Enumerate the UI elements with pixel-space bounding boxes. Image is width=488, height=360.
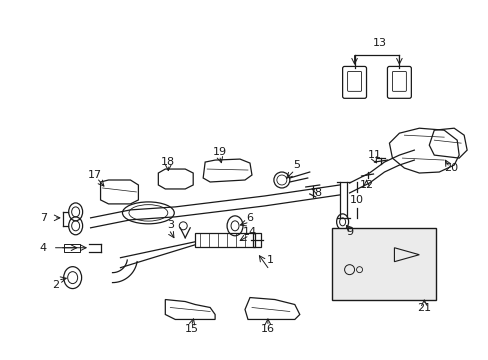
- Text: 20: 20: [443, 163, 457, 173]
- Text: 6: 6: [246, 213, 253, 223]
- Text: 2: 2: [52, 280, 59, 289]
- Bar: [195, 233, 254, 247]
- Text: 8: 8: [313, 188, 321, 198]
- Text: 4: 4: [39, 243, 46, 253]
- Text: 7: 7: [40, 213, 47, 223]
- Text: 11: 11: [367, 150, 381, 160]
- Text: 12: 12: [359, 180, 373, 190]
- Text: 3: 3: [166, 220, 173, 230]
- Text: 13: 13: [372, 37, 386, 48]
- Bar: [331, 228, 435, 300]
- Text: 5: 5: [293, 160, 300, 170]
- Text: 1: 1: [266, 255, 273, 265]
- Text: 14: 14: [243, 227, 257, 237]
- Text: 17: 17: [87, 170, 102, 180]
- Text: 10: 10: [349, 195, 363, 205]
- Text: 18: 18: [161, 157, 175, 167]
- Text: 9: 9: [346, 227, 352, 237]
- Text: 16: 16: [261, 324, 274, 334]
- Text: 19: 19: [213, 147, 227, 157]
- Bar: [252, 233, 261, 247]
- Text: 15: 15: [185, 324, 199, 334]
- Text: 21: 21: [416, 302, 430, 312]
- Bar: [63, 244, 80, 252]
